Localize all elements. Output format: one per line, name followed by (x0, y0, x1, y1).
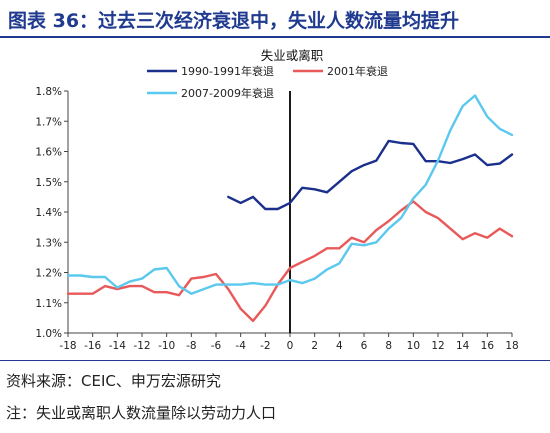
y-tick-label: 1.5% (35, 177, 62, 189)
axes: 1.0%1.1%1.2%1.3%1.4%1.5%1.6%1.7%1.8%-18-… (35, 86, 518, 352)
line-chart: 失业或离职 1990-1991年衰退 2001年衰退 2007-2009年衰退 1.… (35, 48, 518, 352)
chart-title: 失业或离职 (261, 48, 324, 63)
x-tick-label: 2 (311, 340, 318, 352)
x-tick-label: 0 (287, 340, 294, 352)
legend-label-1: 1990-1991年衰退 (181, 64, 274, 78)
legend: 1990-1991年衰退 2001年衰退 2007-2009年衰退 (147, 64, 388, 100)
header-rule (0, 36, 550, 38)
y-tick-label: 1.7% (35, 116, 62, 128)
x-tick-label: -16 (84, 340, 101, 352)
x-tick-label: -4 (235, 340, 246, 352)
series-group (66, 94, 514, 323)
series-line-3 (66, 94, 514, 295)
x-tick-label: 4 (336, 340, 343, 352)
y-tick-label: 1.3% (35, 237, 62, 249)
page-title: 图表 36：过去三次经济衰退中，失业人数流量均提升 (8, 10, 460, 32)
y-tick-label: 1.1% (35, 298, 62, 310)
series-line-1 (227, 139, 514, 211)
x-tick-label: -2 (260, 340, 270, 352)
x-tick-label: 18 (505, 340, 518, 352)
x-tick-label: -8 (186, 340, 196, 352)
x-tick-label: -18 (59, 340, 76, 352)
series-line-2 (66, 200, 514, 323)
y-tick-label: 1.2% (35, 268, 62, 280)
y-tick-label: 1.6% (35, 147, 62, 159)
x-tick-label: 10 (407, 340, 420, 352)
x-tick-label: -14 (109, 340, 126, 352)
x-tick-label: -6 (211, 340, 222, 352)
source-note: 资料来源：CEIC、申万宏源研究 (6, 372, 221, 390)
y-tick-label: 1.8% (35, 86, 62, 98)
y-tick-label: 1.0% (35, 328, 62, 340)
legend-label-3: 2007-2009年衰退 (181, 86, 274, 100)
x-tick-label: 14 (456, 340, 470, 352)
x-tick-label: 16 (481, 340, 495, 352)
x-tick-label: 12 (431, 340, 444, 352)
x-tick-label: -12 (133, 340, 150, 352)
legend-label-2: 2001年衰退 (327, 64, 388, 78)
x-tick-label: 8 (385, 340, 392, 352)
footnote: 注：失业或离职人数流量除以劳动力人口 (6, 404, 277, 422)
x-tick-label: 6 (361, 340, 368, 352)
y-tick-label: 1.4% (35, 207, 62, 219)
x-tick-label: -10 (158, 340, 175, 352)
footer-rule (0, 360, 550, 361)
